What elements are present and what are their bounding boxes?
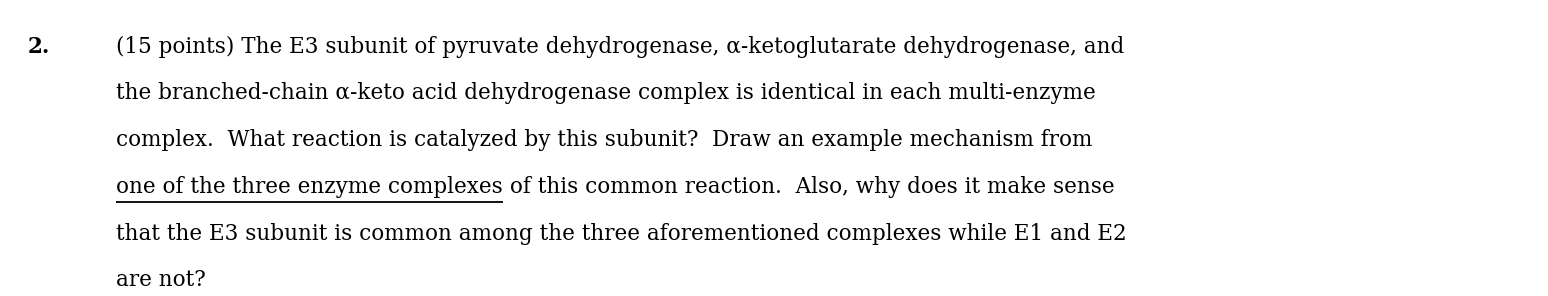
Text: (15 points) The E3 subunit of pyruvate dehydrogenase, α-ketoglutarate dehydrogen: (15 points) The E3 subunit of pyruvate d…: [116, 36, 1124, 58]
Text: complex.  What reaction is catalyzed by this subunit?  Draw an example mechanism: complex. What reaction is catalyzed by t…: [116, 129, 1093, 151]
Text: one of the three enzyme complexes: one of the three enzyme complexes: [116, 176, 503, 198]
Text: that the E3 subunit is common among the three aforementioned complexes while E1 : that the E3 subunit is common among the …: [116, 223, 1127, 244]
Text: are not?: are not?: [116, 269, 206, 291]
Text: the branched-chain α-keto acid dehydrogenase complex is identical in each multi-: the branched-chain α-keto acid dehydroge…: [116, 82, 1096, 104]
Text: 2.: 2.: [28, 36, 50, 57]
Text: of this common reaction.  Also, why does it make sense: of this common reaction. Also, why does …: [503, 176, 1115, 198]
